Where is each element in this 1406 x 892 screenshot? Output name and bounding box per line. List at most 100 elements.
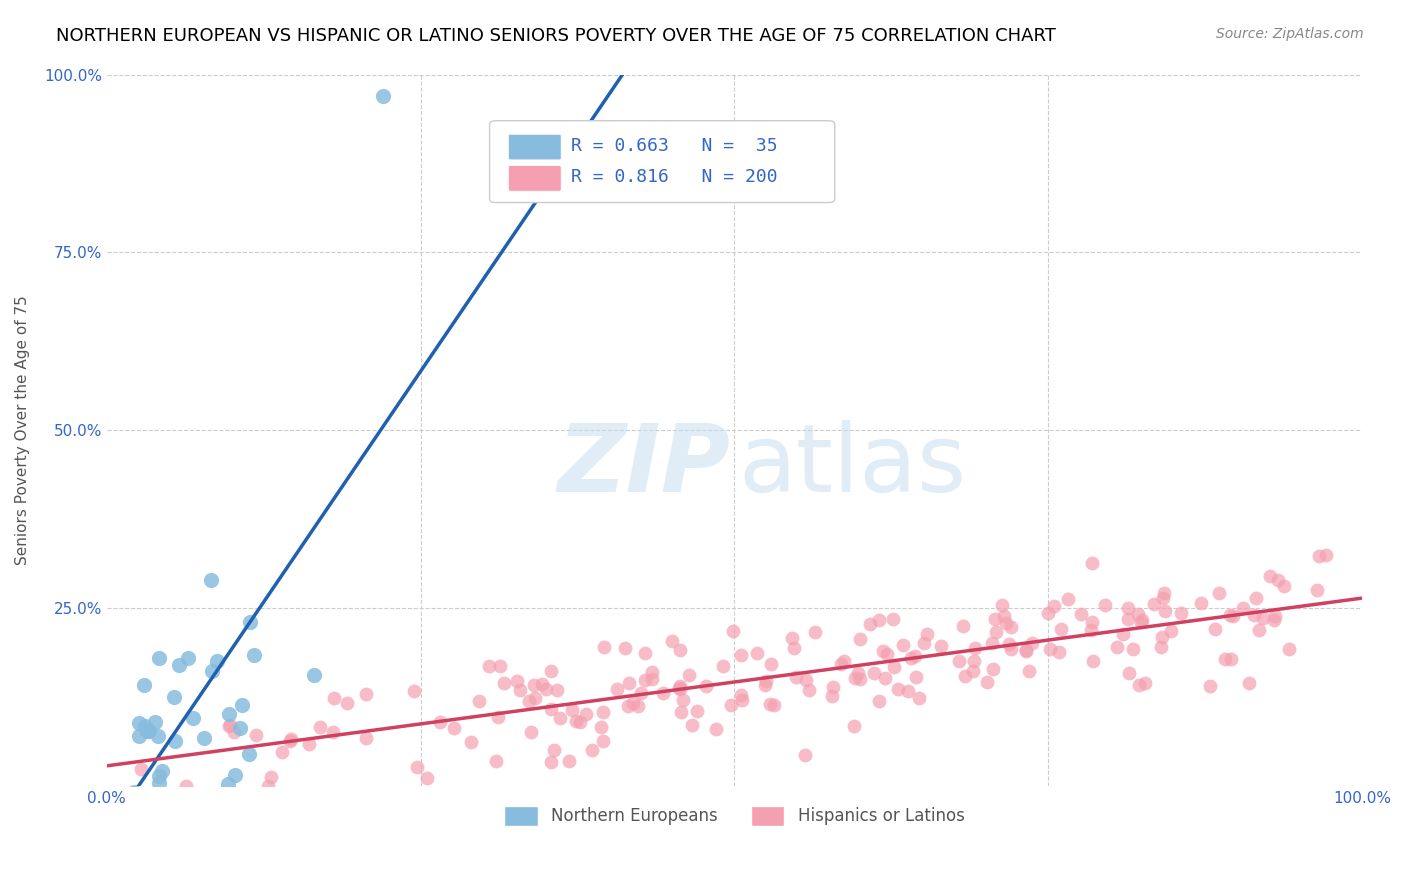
- Point: [183, 710, 205, 724]
- Point: [1070, 607, 1092, 622]
- Point: [1306, 582, 1329, 597]
- Point: [460, 735, 482, 749]
- Point: [1047, 645, 1070, 659]
- Point: [1057, 592, 1080, 607]
- Point: [797, 682, 820, 697]
- Point: [148, 651, 170, 665]
- Point: [793, 748, 815, 763]
- Point: [614, 641, 637, 656]
- Point: [651, 685, 673, 699]
- Point: [146, 729, 169, 743]
- Text: atlas: atlas: [738, 420, 966, 512]
- Point: [1150, 630, 1173, 644]
- Point: [882, 612, 904, 626]
- Point: [245, 727, 267, 741]
- Point: [193, 731, 215, 745]
- Point: [730, 689, 752, 703]
- Point: [995, 615, 1018, 630]
- Point: [1150, 640, 1173, 654]
- Point: [1116, 612, 1139, 626]
- Point: [135, 723, 157, 738]
- Point: [1170, 606, 1192, 620]
- Point: [761, 657, 783, 671]
- Point: [1315, 548, 1337, 562]
- Point: [849, 672, 872, 686]
- Point: [1278, 641, 1301, 656]
- Point: [759, 697, 782, 711]
- Text: ZIP: ZIP: [558, 420, 731, 512]
- Point: [1153, 604, 1175, 618]
- Point: [821, 681, 844, 695]
- Point: [868, 694, 890, 708]
- Point: [1130, 615, 1153, 629]
- Point: [592, 733, 614, 747]
- Point: [859, 617, 882, 632]
- Point: [540, 665, 562, 679]
- Point: [143, 714, 166, 729]
- Point: [1130, 613, 1153, 627]
- Point: [416, 771, 439, 785]
- Point: [128, 729, 150, 743]
- Point: [630, 686, 652, 700]
- Point: [1246, 591, 1268, 606]
- Point: [1128, 678, 1150, 692]
- Point: [132, 678, 155, 692]
- Point: [681, 718, 703, 732]
- Point: [1222, 608, 1244, 623]
- Point: [887, 681, 910, 696]
- Point: [260, 770, 283, 784]
- Text: NORTHERN EUROPEAN VS HISPANIC OR LATINO SENIORS POVERTY OVER THE AGE OF 75 CORRE: NORTHERN EUROPEAN VS HISPANIC OR LATINO …: [56, 27, 1056, 45]
- Point: [1243, 608, 1265, 623]
- Point: [606, 681, 628, 696]
- Point: [785, 670, 807, 684]
- Point: [1018, 664, 1040, 678]
- Point: [128, 716, 150, 731]
- Point: [897, 684, 920, 698]
- Point: [149, 797, 172, 811]
- Point: [872, 644, 894, 658]
- Point: [782, 631, 804, 645]
- Point: [243, 648, 266, 662]
- Point: [730, 648, 752, 662]
- Point: [1042, 599, 1064, 613]
- Point: [634, 646, 657, 660]
- Point: [238, 747, 260, 761]
- Point: [1039, 642, 1062, 657]
- Point: [177, 651, 200, 665]
- Point: [489, 658, 512, 673]
- Point: [678, 668, 700, 682]
- Point: [695, 679, 717, 693]
- Point: [883, 660, 905, 674]
- Point: [540, 702, 562, 716]
- Point: [891, 638, 914, 652]
- Point: [983, 612, 1005, 626]
- Point: [1152, 591, 1174, 606]
- Point: [948, 654, 970, 668]
- Point: [641, 665, 664, 680]
- Point: [134, 719, 156, 733]
- Point: [148, 769, 170, 783]
- Point: [627, 698, 650, 713]
- Point: [1036, 606, 1059, 620]
- Point: [952, 618, 974, 632]
- Point: [152, 764, 174, 779]
- Point: [200, 573, 222, 587]
- Point: [163, 690, 186, 704]
- Point: [506, 673, 529, 688]
- Point: [668, 681, 690, 695]
- Point: [278, 733, 301, 747]
- Point: [794, 673, 817, 687]
- Point: [575, 706, 598, 721]
- Point: [308, 720, 330, 734]
- Text: R = 0.663   N =  35: R = 0.663 N = 35: [571, 136, 778, 154]
- Point: [429, 715, 451, 730]
- Point: [1208, 586, 1230, 600]
- Point: [1160, 624, 1182, 639]
- Point: [1247, 623, 1270, 637]
- Point: [721, 624, 744, 638]
- Point: [1050, 622, 1073, 636]
- Point: [917, 627, 939, 641]
- Point: [558, 755, 581, 769]
- Point: [517, 694, 540, 708]
- Point: [257, 779, 280, 793]
